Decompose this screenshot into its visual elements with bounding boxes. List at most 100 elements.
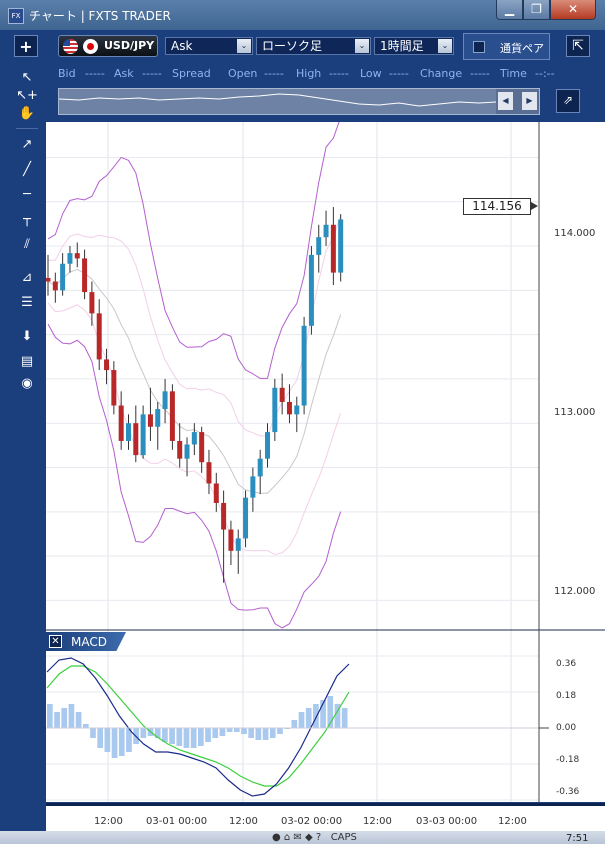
collapse-panel-button[interactable]: ⇱: [566, 35, 590, 57]
channel-tool-icon[interactable]: ⫽: [24, 237, 30, 252]
candle-body: [46, 277, 51, 282]
macd-label: MACD: [71, 635, 107, 649]
hand-tool-icon[interactable]: ✋: [18, 106, 36, 121]
open-label: Open: [228, 67, 258, 80]
macd-tick-label: 0.36: [556, 659, 577, 669]
bollinger-bands: [47, 122, 342, 629]
change-label: Change: [420, 67, 463, 80]
arrow-line-tool-icon[interactable]: ↗: [21, 137, 33, 152]
candle-body: [338, 219, 344, 273]
macd-histogram-bar: [313, 704, 319, 728]
candle-body: [257, 458, 263, 477]
chevron-down-icon: ⌄: [355, 39, 369, 53]
candle-body: [74, 253, 80, 259]
upper-band-1-line: [48, 215, 342, 437]
macd-histogram-bar: [176, 728, 183, 746]
macd-histogram-bar: [219, 728, 226, 736]
macd-histogram-bar: [183, 728, 190, 748]
candle-body: [67, 253, 73, 264]
compare-pair-toggle[interactable]: 通貨ペア: [463, 33, 550, 60]
candle-body: [111, 370, 117, 406]
macd-histogram-bar: [269, 728, 276, 738]
tool-divider: [16, 128, 38, 129]
x-tick-label: 12:00: [363, 816, 392, 827]
navigator-overview-line: [59, 93, 497, 107]
high-label: High: [296, 67, 322, 80]
caps-indicator: CAPS: [330, 832, 357, 843]
currency-pair-button[interactable]: USD/JPY: [58, 35, 158, 57]
period-select[interactable]: 1時間足 ⌄: [374, 37, 454, 55]
candle-body: [279, 387, 285, 402]
change-value: -----: [470, 67, 490, 80]
close-indicator-button[interactable]: ✕: [49, 635, 62, 648]
title-bar[interactable]: FX チャート | FXTS TRADER ▁ ❐ ✕: [0, 0, 605, 30]
symbol-label: USD/JPY: [104, 39, 155, 52]
chart-type-value: ローソク足: [262, 39, 323, 53]
candle-body: [213, 483, 219, 503]
jump-latest-button[interactable]: ⇗: [556, 89, 580, 113]
chevron-down-icon: ⌄: [438, 39, 452, 53]
macd-histogram-bar: [248, 728, 255, 738]
candle-body: [228, 529, 234, 551]
download-icon[interactable]: ⬇: [21, 329, 33, 344]
vertical-line-tool-icon[interactable]: ┬: [23, 212, 31, 227]
clock: 7:51: [566, 833, 589, 844]
macd-histogram-bar: [262, 728, 269, 740]
candle-body: [133, 423, 139, 456]
candle-body: [199, 432, 205, 463]
time-value: --:--: [535, 67, 555, 80]
minimize-button[interactable]: ▁: [496, 0, 523, 20]
x-tick-label: 12:00: [498, 816, 527, 827]
candle-body: [308, 254, 314, 326]
fibonacci-retracement-tool-icon[interactable]: ☰: [21, 295, 33, 310]
candle-body: [206, 462, 212, 484]
macd-histogram-bar: [75, 712, 82, 728]
macd-histogram-bar: [61, 708, 68, 728]
maximize-button[interactable]: ❐: [523, 0, 550, 20]
fibonacci-fan-tool-icon[interactable]: ⊿: [21, 270, 33, 285]
macd-tick-label: 0.00: [556, 723, 577, 733]
crosshair-tool-icon[interactable]: ↖+: [16, 88, 38, 103]
macd-histogram-bar: [305, 708, 312, 728]
tray-icons[interactable]: ● ⌂ ✉ ◆ ? CAPS: [272, 832, 357, 843]
chart-type-select[interactable]: ローソク足 ⌄: [256, 37, 371, 55]
candle-body: [323, 224, 329, 238]
data-table-icon[interactable]: ▤: [20, 354, 34, 369]
candle-body: [286, 401, 292, 415]
spread-label: Spread: [172, 67, 211, 80]
macd-histogram-bar: [212, 728, 219, 738]
candle-body: [155, 409, 161, 427]
x-tick-label: 12:00: [229, 816, 258, 827]
candle-body: [140, 414, 146, 456]
macd-histogram-bar: [190, 728, 197, 748]
chart-navigator[interactable]: ◀ ▶: [58, 88, 540, 115]
candle-body: [243, 497, 249, 539]
y-tick-label: 112.000: [554, 586, 596, 597]
x-tick-label: 03-03 00:00: [416, 816, 478, 827]
pointer-tool-icon[interactable]: ↖: [21, 70, 33, 85]
add-chart-button[interactable]: +: [14, 35, 38, 57]
close-button[interactable]: ✕: [550, 0, 596, 20]
chart-toolbar: + USD/JPY Ask ⌄ ローソク足 ⌄ 1時間足 ⌄ 通貨ペア ⇱: [0, 30, 605, 62]
chart-canvas: [46, 122, 605, 802]
navigator-right-button[interactable]: ▶: [522, 92, 537, 110]
bid-label: Bid: [58, 67, 76, 80]
price-type-select[interactable]: Ask ⌄: [165, 37, 253, 55]
horizontal-line-tool-icon[interactable]: ─: [23, 187, 31, 202]
time-label: Time: [500, 67, 527, 80]
navigator-left-button[interactable]: ◀: [498, 92, 513, 110]
macd-histogram-bar: [298, 712, 305, 728]
compare-checkbox[interactable]: [473, 41, 485, 53]
chart-area[interactable]: 114.156 114.000 113.000 112.000 ✕ MACD 0…: [46, 122, 605, 802]
us-flag-icon: [63, 39, 78, 54]
macd-histogram-bar: [198, 728, 204, 746]
camera-icon[interactable]: ◉: [21, 376, 33, 391]
macd-histogram-bar: [334, 704, 341, 728]
macd-histogram-bar: [104, 728, 111, 752]
candle-body: [330, 224, 336, 273]
macd-histogram-bar: [277, 728, 283, 734]
window-title: チャート | FXTS TRADER: [29, 9, 171, 23]
trend-line-tool-icon[interactable]: ╱: [23, 162, 31, 177]
candle-body: [162, 391, 168, 410]
open-value: -----: [264, 67, 284, 80]
